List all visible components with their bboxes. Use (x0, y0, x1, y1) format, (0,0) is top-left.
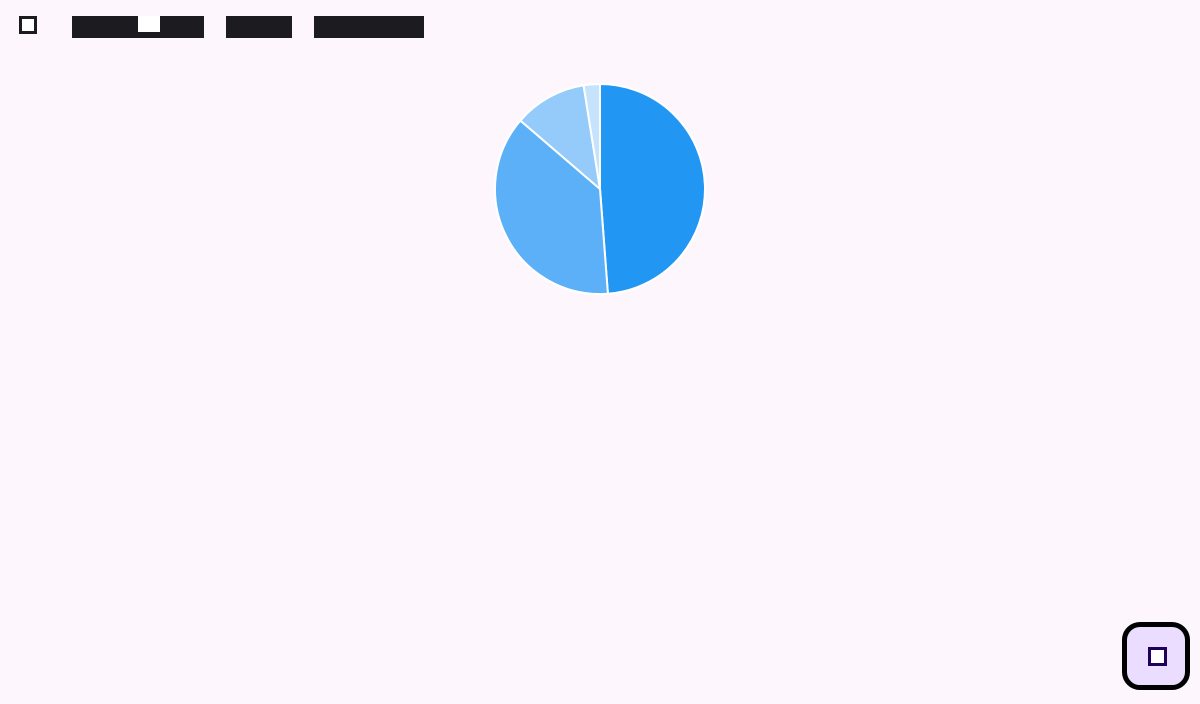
pie-slice-b[interactable] (494, 119, 609, 295)
pie-slices (494, 83, 706, 295)
redacted-gap (138, 16, 160, 32)
square-icon (1148, 647, 1167, 666)
pie-slice-a[interactable] (599, 83, 706, 295)
pie-slice-d[interactable] (582, 83, 601, 190)
pie-slice-c[interactable] (519, 84, 601, 190)
floating-action-button[interactable] (1122, 622, 1190, 690)
redacted-tab-2[interactable] (314, 16, 424, 38)
menu-icon[interactable] (19, 16, 37, 34)
top-app-bar (0, 0, 1200, 52)
redacted-tab-1[interactable] (226, 16, 292, 38)
redacted-title (72, 16, 204, 38)
